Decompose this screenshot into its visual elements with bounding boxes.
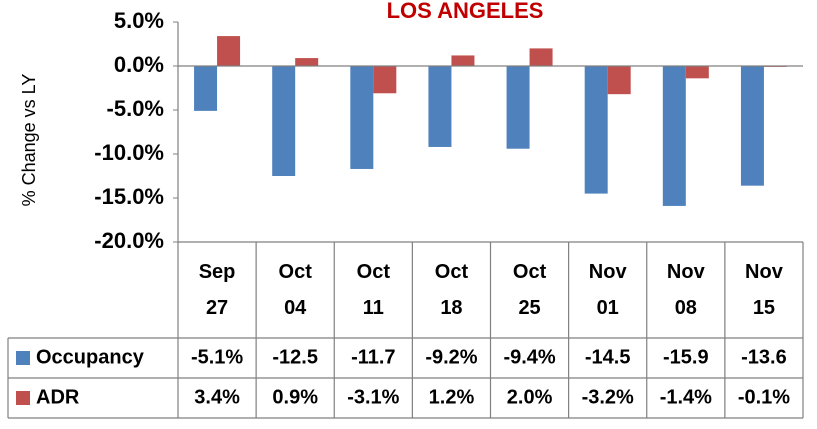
y-tick-label: -15.0% [94, 184, 164, 209]
bar [740, 66, 764, 186]
bar [662, 66, 686, 206]
y-tick-label: 0.0% [114, 52, 164, 77]
table-value: -15.9 [663, 346, 709, 368]
legend-swatch [16, 391, 30, 405]
table-value: -12.5 [272, 346, 318, 368]
x-tick-label: Sep 27 [198, 261, 236, 319]
x-tick-label: Oct 11 [356, 261, 390, 319]
x-tick-label: Nov 08 [666, 261, 705, 319]
legend-swatch [16, 351, 30, 365]
bar [607, 66, 631, 95]
bar [529, 48, 553, 66]
table-value: 0.9% [272, 386, 318, 408]
bar [217, 36, 241, 66]
y-tick-label: -10.0% [94, 140, 164, 165]
bar [506, 66, 530, 149]
bar [584, 66, 608, 194]
bar [428, 66, 452, 147]
table-value: 3.4% [194, 386, 240, 408]
y-tick-label: -5.0% [107, 96, 164, 121]
table-value: -14.5 [585, 346, 631, 368]
table-value: -5.1% [191, 346, 243, 368]
x-tick-label: Nov 01 [588, 261, 627, 319]
bar [350, 66, 374, 169]
bar [272, 66, 296, 176]
table-value: 2.0% [507, 386, 553, 408]
table-value: -1.4% [660, 386, 712, 408]
bar [295, 58, 319, 66]
x-tick-label: Nov 15 [745, 261, 783, 319]
table-value: -13.6 [741, 346, 787, 368]
chart-title: LOS ANGELES [387, 0, 544, 23]
table-value: -3.2% [582, 386, 634, 408]
table-value: 1.2% [429, 386, 475, 408]
table-value: -3.1% [347, 386, 399, 408]
bar [685, 66, 709, 79]
x-tick-label: Oct 18 [434, 261, 469, 319]
y-tick-label: 5.0% [114, 8, 164, 33]
legend-label: ADR [36, 386, 80, 408]
table-value: -9.4% [503, 346, 555, 368]
table-value: -0.1% [738, 386, 790, 408]
legend-label: Occupancy [36, 346, 145, 368]
bar [451, 55, 475, 66]
bar [194, 66, 218, 111]
y-axis-label: % Change vs LY [19, 74, 39, 207]
y-tick-label: -20.0% [94, 228, 164, 253]
table-value: -11.7 [351, 346, 395, 368]
bar [373, 66, 397, 94]
table-value: -9.2% [425, 346, 477, 368]
x-tick-label: Oct 25 [512, 261, 547, 319]
x-tick-label: Oct 04 [278, 261, 312, 319]
